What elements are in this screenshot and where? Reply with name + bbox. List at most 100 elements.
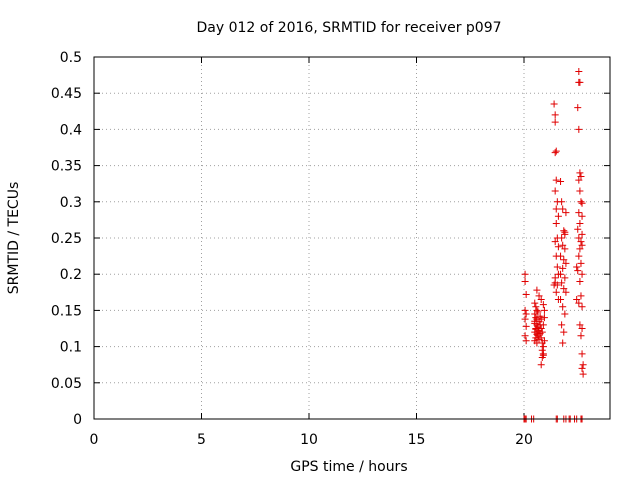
data-point: [539, 343, 547, 351]
data-point: [561, 274, 569, 282]
data-point: [539, 301, 547, 309]
data-point: [578, 230, 586, 238]
data-point: [551, 149, 559, 157]
data-point: [573, 296, 581, 304]
data-point: [522, 290, 530, 298]
data-point: [531, 310, 539, 318]
data-point: [554, 243, 562, 251]
data-point: [540, 314, 548, 322]
x-tick-label: 10: [300, 432, 318, 448]
data-point: [577, 259, 585, 267]
data-point: [537, 315, 545, 323]
data-point: [531, 317, 539, 325]
data-point: [533, 330, 541, 338]
data-point: [562, 209, 570, 217]
y-tick-label: 0.1: [60, 340, 82, 356]
data-point: [561, 310, 569, 318]
data-point: [576, 277, 584, 285]
data-point: [521, 332, 529, 340]
x-tick-label: 5: [197, 432, 206, 448]
y-tick-label: 0.45: [51, 86, 82, 102]
y-tick-label: 0: [73, 412, 82, 428]
data-point: [573, 263, 581, 271]
data-points: [520, 67, 587, 423]
data-point: [560, 227, 568, 235]
y-tick-label: 0.15: [51, 303, 82, 319]
data-point: [552, 147, 560, 155]
data-point: [522, 322, 530, 330]
axis-ticks: 0 0.05 0.1 0.15 0.2 0.25 0.3 0.35 0.4 0.45 0.5 0 5 10…: [51, 50, 610, 448]
data-point: [574, 104, 582, 112]
data-point: [576, 169, 584, 177]
data-point: [522, 337, 530, 345]
y-tick-label: 0.25: [51, 231, 82, 247]
data-point: [577, 238, 585, 246]
data-point: [579, 361, 587, 369]
data-point: [575, 67, 583, 75]
data-point: [559, 303, 567, 311]
grid-lines: [94, 57, 610, 419]
data-point: [560, 256, 568, 264]
data-point: [574, 267, 582, 275]
data-point: [554, 212, 562, 220]
data-point: [522, 310, 530, 318]
y-tick-label: 0.35: [51, 159, 82, 175]
data-point: [575, 176, 583, 184]
data-point: [557, 178, 565, 186]
plot-frame: [93, 56, 611, 420]
x-tick-label: 0: [90, 432, 99, 448]
x-tick-label: 20: [515, 432, 533, 448]
y-tick-label: 0.05: [51, 376, 82, 392]
data-point: [537, 296, 545, 304]
data-point: [576, 187, 584, 195]
data-point: [553, 263, 561, 271]
data-point: [578, 303, 586, 311]
chart-title: Day 012 of 2016, SRMTID for receiver p09…: [196, 20, 501, 36]
data-point: [557, 252, 565, 260]
data-point: [557, 270, 565, 278]
data-point: [532, 325, 540, 332]
data-point: [575, 125, 583, 133]
data-point: [537, 361, 545, 369]
data-point: [575, 78, 583, 86]
data-point: [550, 100, 558, 108]
data-point: [552, 288, 560, 296]
data-point: [552, 176, 560, 184]
y-tick-label: 0.2: [60, 267, 82, 283]
data-point: [578, 350, 586, 358]
data-point: [551, 111, 559, 119]
data-point: [562, 259, 570, 267]
data-point: [531, 299, 539, 307]
data-point: [521, 277, 529, 285]
y-tick-label: 0.3: [60, 195, 82, 211]
data-point: [532, 303, 540, 311]
data-point: [558, 198, 566, 206]
data-point: [578, 270, 586, 278]
data-point: [533, 306, 541, 314]
data-point: [575, 209, 583, 217]
data-point: [575, 299, 583, 307]
y-axis-label: SRMTID / TECUs: [6, 182, 22, 295]
data-point: [536, 312, 544, 320]
data-point: [540, 337, 548, 345]
data-point: [558, 279, 566, 287]
data-point: [535, 292, 543, 300]
data-point: [536, 330, 544, 338]
data-point: [552, 220, 560, 228]
data-point: [540, 306, 548, 314]
data-point: [521, 315, 529, 323]
data-point: [552, 205, 560, 213]
data-point: [551, 187, 559, 195]
data-point: [575, 234, 583, 242]
data-point: [550, 281, 558, 289]
data-point: [577, 292, 585, 300]
data-point: [551, 238, 559, 246]
data-point: [578, 199, 586, 207]
data-point: [578, 364, 586, 372]
x-axis-label: GPS time / hours: [290, 459, 407, 475]
data-point: [521, 306, 529, 314]
data-point: [560, 285, 568, 293]
data-point: [574, 225, 582, 233]
data-point: [576, 220, 584, 228]
